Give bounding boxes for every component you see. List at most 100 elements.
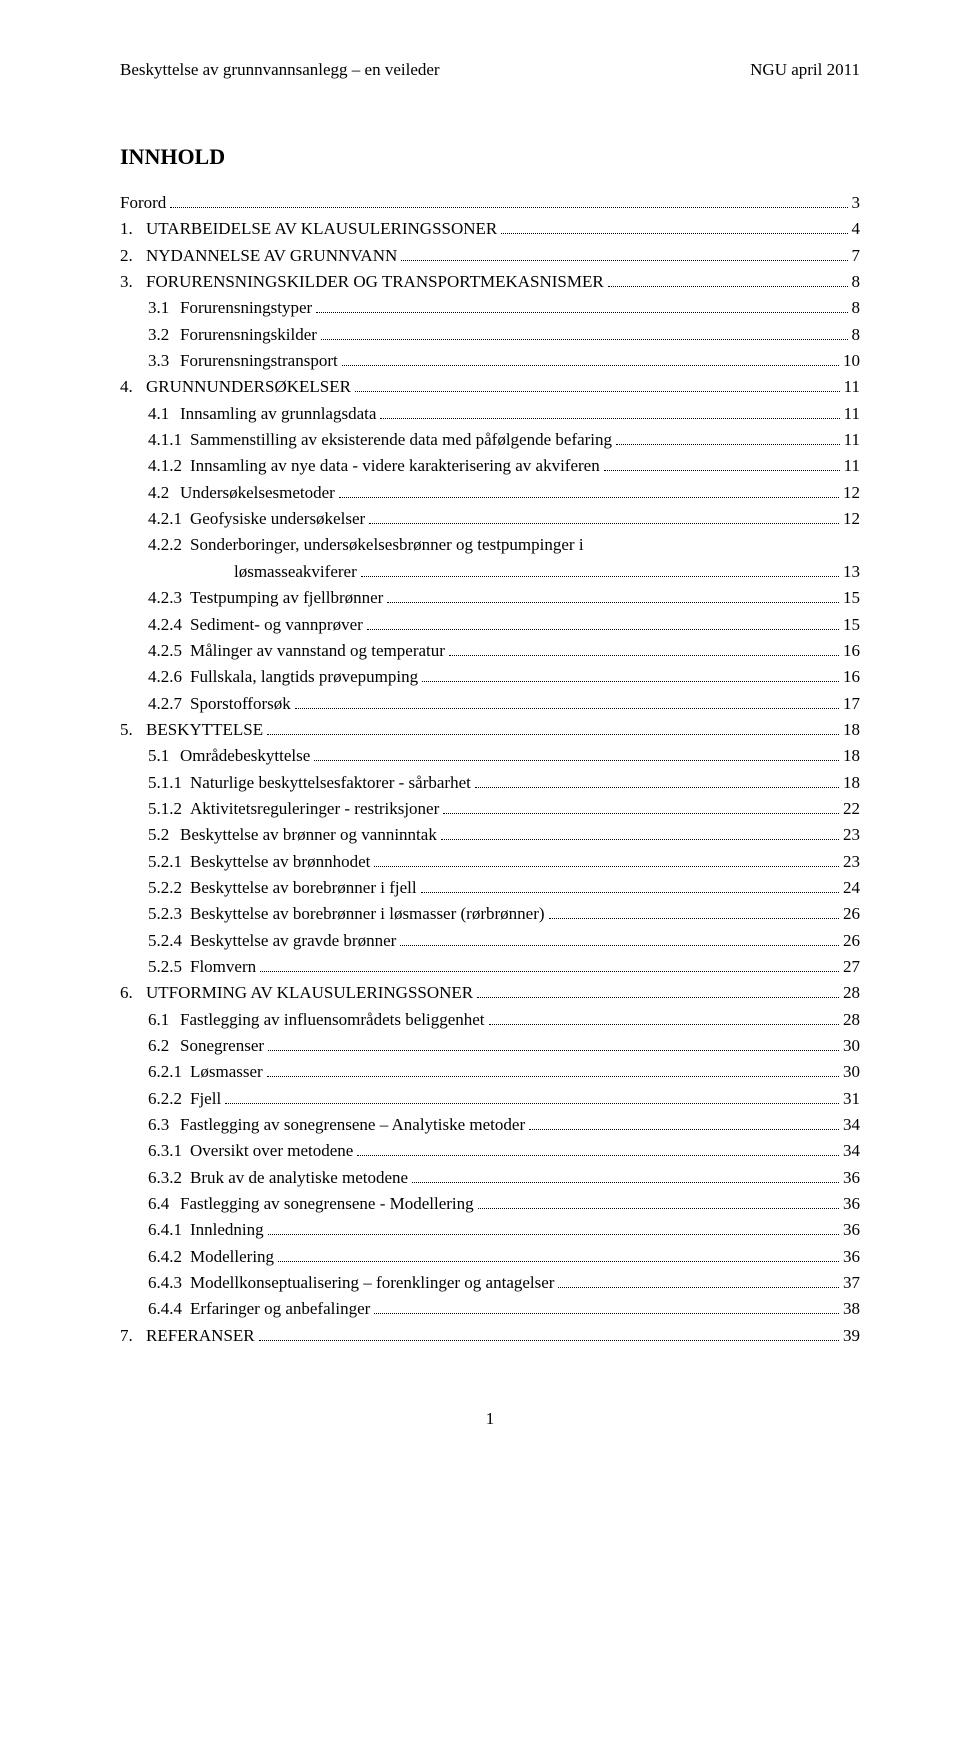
toc-number: 6.4.3 [148,1270,190,1296]
toc-label: Sammenstilling av eksisterende data med … [190,427,612,453]
toc-row: 4.2.2Sonderboringer, undersøkelsesbrønne… [120,532,860,558]
toc-label: Forurensningstyper [180,295,312,321]
toc-number: 5.2.4 [148,928,190,954]
toc-entry: 6.4Fastlegging av sonegrensene - Modelle… [120,1191,860,1217]
toc-entry: 6.2.1Løsmasser30 [120,1059,860,1085]
toc-leader-dots [400,945,839,946]
toc-leader-dots [374,1313,839,1314]
toc-page-number: 34 [843,1112,860,1138]
toc-page-number: 39 [843,1323,860,1349]
toc-page-number: 30 [843,1033,860,1059]
toc-label: Forurensningstransport [180,348,338,374]
toc-number: 3. [120,269,146,295]
toc-entry: 3.FORURENSNINGSKILDER OG TRANSPORTMEKASN… [120,269,860,295]
toc-leader-dots [268,1234,839,1235]
toc-label: Fastlegging av sonegrensene - Modellerin… [180,1191,474,1217]
toc-leader-dots [342,365,839,366]
toc-leader-dots [321,339,848,340]
toc-number: 6.2 [148,1033,180,1059]
toc-entry: 4.2.2Sonderboringer, undersøkelsesbrønne… [120,532,860,585]
toc-label: Fullskala, langtids prøvepumping [190,664,418,690]
toc-page-number: 27 [843,954,860,980]
toc-label: Flomvern [190,954,256,980]
toc-page-number: 26 [843,928,860,954]
toc-label: Beskyttelse av borebrønner i løsmasser (… [190,901,545,927]
toc-label: BESKYTTELSE [146,717,263,743]
toc-label: Aktivitetsreguleringer - restriksjoner [190,796,439,822]
toc-number: 5.2.1 [148,849,190,875]
toc-entry: 4.1.1Sammenstilling av eksisterende data… [120,427,860,453]
toc-entry: 4.2.1Geofysiske undersøkelser12 [120,506,860,532]
toc-page-number: 30 [843,1059,860,1085]
toc-page-number: 3 [852,190,861,216]
toc-label: Geofysiske undersøkelser [190,506,365,532]
toc-entry: 5.1.2Aktivitetsreguleringer - restriksjo… [120,796,860,822]
toc-number: 4.2.4 [148,612,190,638]
toc-number: 7. [120,1323,146,1349]
toc-page-number: 18 [843,717,860,743]
toc-number: 6.4.2 [148,1244,190,1270]
toc-entry: 3.1Forurensningstyper8 [120,295,860,321]
toc-page-number: 23 [843,849,860,875]
toc-label: Naturlige beskyttelsesfaktorer - sårbarh… [190,770,471,796]
toc-label: Erfaringer og anbefalinger [190,1296,370,1322]
toc-number: 4.2.7 [148,691,190,717]
toc-entry: 6.3Fastlegging av sonegrensene – Analyti… [120,1112,860,1138]
toc-entry: 5.2.3Beskyttelse av borebrønner i løsmas… [120,901,860,927]
page-number: 1 [120,1409,860,1429]
toc-leader-dots [374,866,839,867]
toc-leader-dots [501,233,847,234]
toc-entry: 5.2.5Flomvern 27 [120,954,860,980]
toc-number: 4.1.2 [148,453,190,479]
toc-label: Områdebeskyttelse [180,743,310,769]
toc-number: 4.2.6 [148,664,190,690]
toc-entry: 5.2.4Beskyttelse av gravde brønner 26 [120,928,860,954]
toc-page-number: 15 [843,585,860,611]
toc-entry: Forord3 [120,190,860,216]
toc-leader-dots [477,997,839,998]
toc-leader-dots [369,523,839,524]
toc-entry: 6.4.4Erfaringer og anbefalinger38 [120,1296,860,1322]
toc-number: 4.2.3 [148,585,190,611]
toc-leader-dots [616,444,840,445]
toc-page-number: 36 [843,1244,860,1270]
toc-page-number: 15 [843,612,860,638]
toc-entry: 6.1Fastlegging av influensområdets belig… [120,1007,860,1033]
toc-page-number: 11 [844,453,860,479]
toc-leader-dots [267,1076,839,1077]
toc-page-number: 23 [843,822,860,848]
toc-entry: 6.2.2Fjell31 [120,1086,860,1112]
toc-number: 5.2.5 [148,954,190,980]
toc-entry: 4.2.4Sediment- og vannprøver15 [120,612,860,638]
toc-leader-dots [380,418,839,419]
toc-leader-dots [387,602,839,603]
toc-number: 4. [120,374,146,400]
toc-row: løsmasseakviferer13 [120,559,860,585]
toc-page-number: 7 [852,243,861,269]
toc-entry: 6.4.1Innledning36 [120,1217,860,1243]
toc-leader-dots [367,629,839,630]
toc-entry: 3.3Forurensningstransport10 [120,348,860,374]
toc-page-number: 22 [843,796,860,822]
toc-leader-dots [422,681,839,682]
toc-number: 6.3.1 [148,1138,190,1164]
toc-number: 3.1 [148,295,180,321]
toc-label: Beskyttelse av gravde brønner [190,928,396,954]
toc-entry: 6.2Sonegrenser30 [120,1033,860,1059]
toc-leader-dots [604,470,840,471]
toc-number: 6.3 [148,1112,180,1138]
document-page: Beskyttelse av grunnvannsanlegg – en vei… [0,0,960,1469]
toc-number: 6.1 [148,1007,180,1033]
toc-label: Sonderboringer, undersøkelsesbrønner og … [190,532,584,558]
toc-label: Innsamling av nye data - videre karakter… [190,453,600,479]
toc-page-number: 37 [843,1270,860,1296]
toc-page-number: 11 [844,427,860,453]
toc-page-number: 28 [843,1007,860,1033]
toc-leader-dots [295,708,839,709]
toc-label: REFERANSER [146,1323,255,1349]
toc-page-number: 31 [843,1086,860,1112]
toc-leader-dots [259,1340,839,1341]
toc-entry: 6.3.2Bruk av de analytiske metodene36 [120,1165,860,1191]
toc-label: Fastlegging av influensområdets beliggen… [180,1007,485,1033]
toc-entry: 4.2.5Målinger av vannstand og temperatur… [120,638,860,664]
